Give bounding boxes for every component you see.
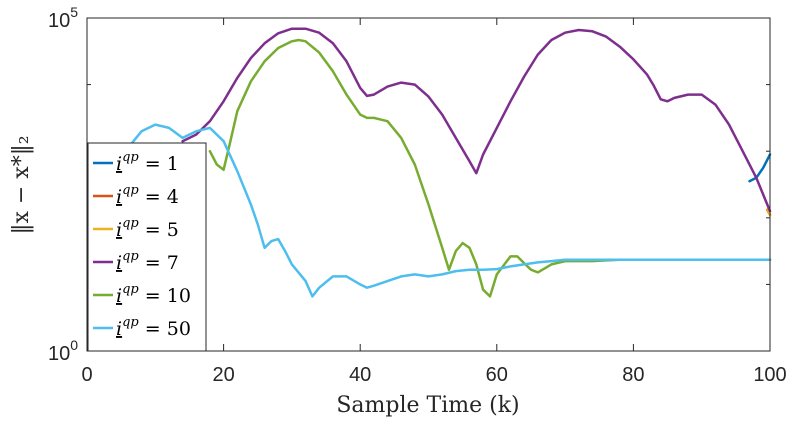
legend-label: iqp = 50 (116, 315, 191, 340)
axis-layer: 0 20 40 60 80 100 100 105 (48, 4, 787, 386)
x-axis-title: Sample Time (k) (336, 393, 519, 418)
legend-box (87, 142, 207, 352)
legend-label: iqp = 5 (116, 216, 179, 241)
x-tick-label: 60 (486, 364, 508, 386)
y-tick-label: 100 (48, 337, 78, 365)
plot-frame (86, 17, 771, 352)
x-tick-label: 100 (753, 364, 786, 386)
x-tick-label: 20 (212, 364, 234, 386)
series-line-4 (181, 27, 772, 213)
legend-label: iqp = 10 (116, 282, 191, 307)
x-tick-label: 0 (81, 364, 92, 386)
series-layer (126, 27, 772, 298)
x-tick-label: 80 (622, 364, 644, 386)
series-line-6 (126, 123, 772, 298)
x-tick-label: 40 (349, 364, 371, 386)
legend: iqp = 1 iqp = 4 iqp = 5 iqp = 7 iqp = 10 iqp … (87, 142, 207, 352)
y-tick-label: 105 (48, 4, 78, 32)
legend-label: iqp = 7 (116, 249, 179, 274)
legend-label: iqp = 4 (116, 183, 179, 208)
legend-label: iqp = 1 (116, 150, 179, 175)
y-axis-title: ‖x − x*‖₂ (9, 135, 34, 234)
series-line-1 (748, 153, 772, 183)
